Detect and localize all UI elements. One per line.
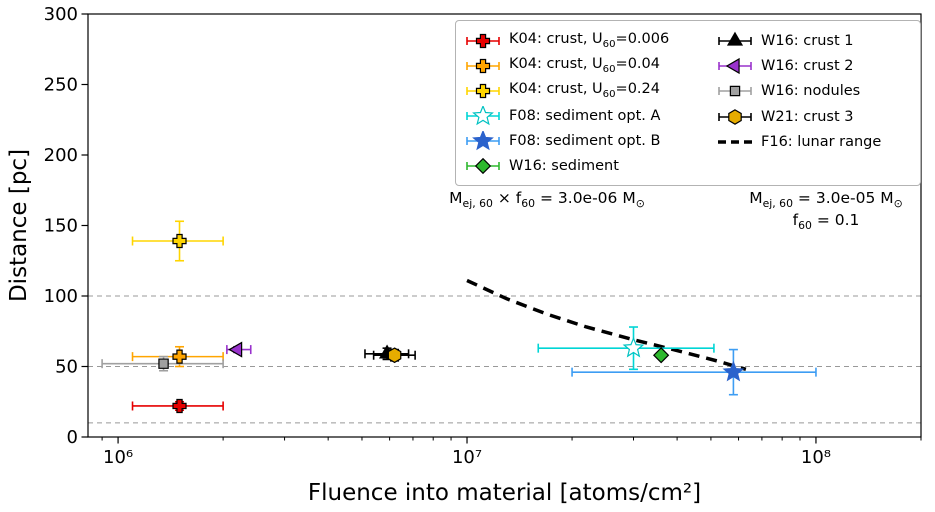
legend-entry-w21_c3: W21: crust 3 (716, 104, 912, 129)
legend-label: K04: crust, U60=0.006 (509, 31, 670, 50)
legend-entry-w16_c2: W16: crust 2 (716, 53, 912, 78)
legend-entry-w16_c1: W16: crust 1 (716, 28, 912, 53)
legend-label: K04: crust, U60=0.04 (509, 56, 660, 75)
diamond-marker-icon (466, 157, 500, 174)
legend-entry-f08_b: F08: sediment opt. B (464, 128, 716, 153)
svg-text:Distance [pc]: Distance [pc] (6, 149, 32, 302)
legend-entry-f08_a: F08: sediment opt. A (464, 103, 716, 128)
triangle-up-marker-icon (718, 31, 752, 46)
star-marker-icon (466, 130, 500, 150)
plus-marker-icon (466, 58, 500, 73)
triangle-left-marker-icon (718, 58, 752, 75)
annotation-f60: f60 = 0.1 (792, 211, 860, 233)
legend-label: W16: crust 2 (761, 58, 854, 75)
legend-column-1: K04: crust, U60=0.006 K04: crust, U60=0.0… (464, 28, 716, 178)
svg-text:0: 0 (67, 427, 78, 448)
legend-label: W16: nodules (761, 83, 861, 100)
hexagon-marker-icon (718, 109, 752, 125)
star-marker-icon (466, 105, 500, 125)
square-marker-icon (718, 86, 752, 97)
plus-marker-icon (466, 33, 500, 48)
legend-label: W16: crust 1 (761, 32, 854, 49)
legend-entry-k04_024: K04: crust, U60=0.24 (464, 78, 716, 103)
legend-label: W21: crust 3 (761, 108, 854, 125)
legend-entry-w16_nod: W16: nodules (716, 79, 912, 104)
legend-label: F08: sediment opt. B (509, 132, 661, 149)
legend-entry-f16: F16: lunar range (716, 130, 912, 155)
annotation-mej-60: Mej, 60 = 3.0e-05 M⊙ (749, 189, 903, 211)
svg-text:Fluence into material [atoms/c: Fluence into material [atoms/cm²] (308, 480, 701, 506)
legend-entry-k04_004: K04: crust, U60=0.04 (464, 53, 716, 78)
svg-text:200: 200 (44, 145, 78, 166)
svg-text:300: 300 (44, 4, 78, 25)
legend: K04: crust, U60=0.006 K04: crust, U60=0.0… (455, 20, 921, 186)
annotation-mej-times-f60: Mej, 60 × f60 = 3.0e-06 M⊙ (449, 189, 645, 211)
plus-marker-icon (466, 83, 500, 98)
legend-entry-k04_0006: K04: crust, U60=0.006 (464, 28, 716, 53)
legend-entry-w16_sed: W16: sediment (464, 153, 716, 178)
svg-text:50: 50 (55, 357, 78, 378)
dashed-line-icon (718, 140, 752, 144)
legend-label: F16: lunar range (761, 134, 882, 151)
svg-text:10⁸: 10⁸ (801, 447, 831, 468)
svg-text:250: 250 (44, 75, 78, 96)
svg-text:10⁷: 10⁷ (452, 447, 482, 468)
svg-text:150: 150 (44, 216, 78, 237)
legend-column-2: W16: crust 1 W16: crust 2 W16: nodules W21:… (716, 28, 912, 178)
legend-label: W16: sediment (509, 157, 619, 174)
legend-label: F08: sediment opt. A (509, 107, 661, 124)
svg-text:10⁶: 10⁶ (103, 447, 133, 468)
svg-text:100: 100 (44, 286, 78, 307)
legend-label: K04: crust, U60=0.24 (509, 81, 660, 100)
